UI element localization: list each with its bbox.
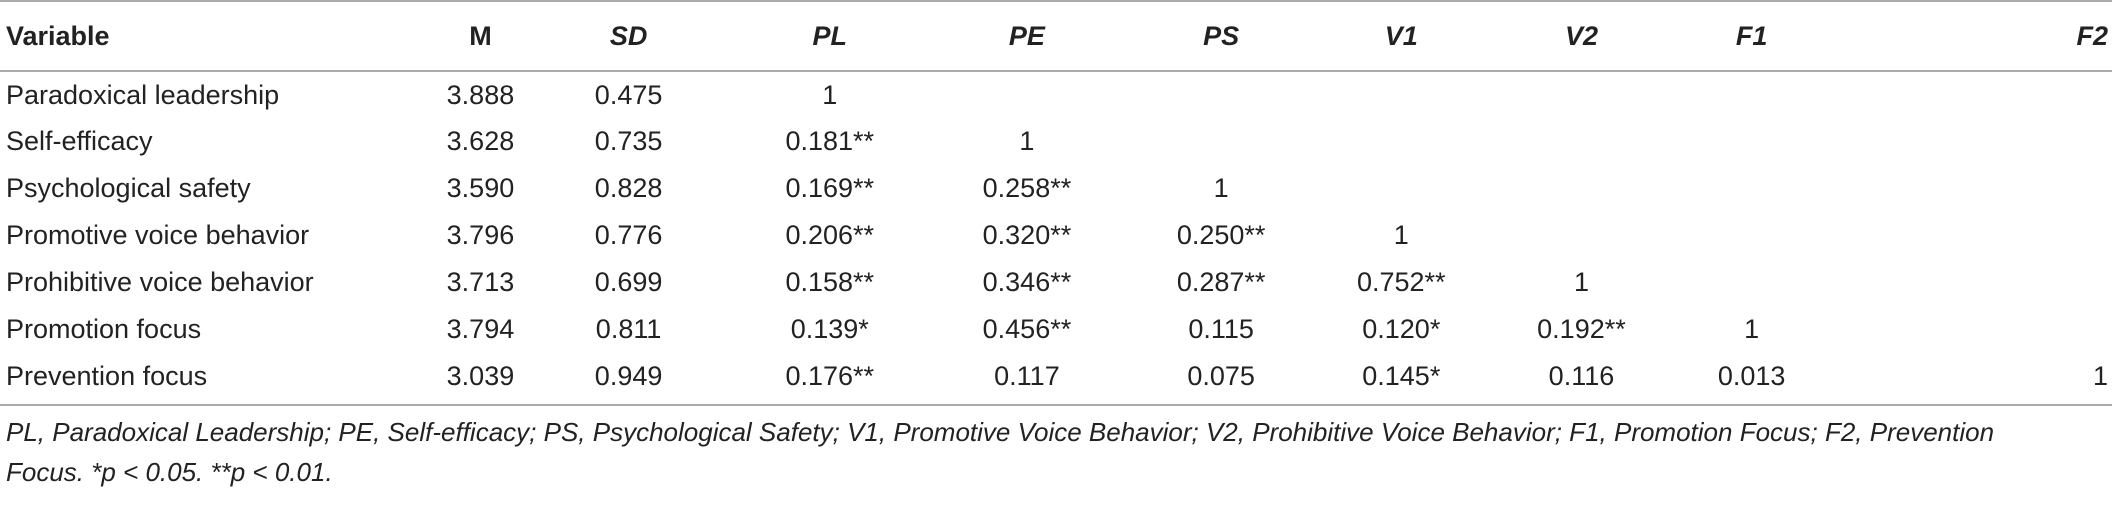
cell-v1 <box>1321 165 1481 212</box>
cell-ps: 1 <box>1213 173 1229 203</box>
cell-v2: 0.116 <box>1481 353 1682 406</box>
cell-pl: 0.169** <box>785 173 875 203</box>
cell-sd: 0.828 <box>594 173 663 203</box>
cell-v2: 1 <box>1573 267 1589 297</box>
cell-f2 <box>1822 71 2112 118</box>
cell-variable: Promotion focus <box>6 314 202 344</box>
cell-ps: 0.250** <box>1176 220 1266 250</box>
table-header-row: Variable M SD PL PE PS V1 V2 F1 F2 <box>0 0 2112 72</box>
cell-sd: 0.475 <box>594 79 663 110</box>
cell-pe: 0.320** <box>982 220 1072 250</box>
cell-pe: 0.456** <box>982 314 1072 344</box>
cell-pl: 0.139* <box>790 314 869 344</box>
cell-f2 <box>1822 259 2112 306</box>
cell-m: 3.796 <box>446 220 515 250</box>
cell-variable: Paradoxical leadership <box>6 79 280 110</box>
cell-variable: Prevention focus <box>0 353 431 406</box>
table-row: Prevention focus 3.039 0.949 0.176** 0.1… <box>0 353 2112 406</box>
cell-m: 3.713 <box>446 267 515 297</box>
cell-f1 <box>1682 165 1822 212</box>
cell-variable: Self-efficacy <box>6 126 153 156</box>
cell-f2 <box>1822 118 2112 165</box>
cell-v1: 1 <box>1393 220 1409 250</box>
cell-v2 <box>1481 212 1681 259</box>
cell-ps <box>1121 71 1321 118</box>
cell-m: 3.888 <box>446 79 515 110</box>
cell-f1: 0.013 <box>1681 353 1822 406</box>
cell-pl: 0.206** <box>785 220 875 250</box>
cell-sd: 0.811 <box>595 314 662 344</box>
cell-ps: 0.115 <box>1188 314 1254 344</box>
cell-pe: 0.258** <box>982 173 1072 203</box>
table-footnote: PL, Paradoxical Leadership; PE, Self-eff… <box>0 406 2106 492</box>
cell-v1: 0.145* <box>1321 353 1482 406</box>
header-pl: PL <box>726 0 933 72</box>
cell-pl: 0.181** <box>785 126 875 156</box>
cell-pl: 1 <box>822 79 838 110</box>
cell-pe <box>933 71 1121 118</box>
header-variable: Variable <box>0 0 431 72</box>
cell-m: 3.794 <box>446 314 515 344</box>
cell-sd: 0.699 <box>594 267 663 297</box>
cell-pl: 0.158** <box>785 267 875 297</box>
cell-sd: 0.949 <box>530 353 727 406</box>
cell-variable: Prohibitive voice behavior <box>6 267 314 297</box>
cell-f2: 1 <box>1821 353 2112 406</box>
cell-v2: 0.192** <box>1537 314 1626 344</box>
cell-f1 <box>1682 259 1822 306</box>
cell-variable: Psychological safety <box>6 173 251 203</box>
cell-sd: 0.776 <box>594 220 663 250</box>
cell-v1 <box>1321 71 1481 118</box>
cell-sd: 0.735 <box>594 126 663 156</box>
cell-f1 <box>1682 212 1822 259</box>
footnote-line-2: Focus. *p < 0.05. **p < 0.01. <box>6 457 333 487</box>
cell-variable: Promotive voice behavior <box>6 220 310 250</box>
cell-v2 <box>1481 71 1681 118</box>
cell-ps: 0.075 <box>1121 353 1322 406</box>
cell-f2 <box>1822 306 2112 353</box>
cell-f2 <box>1822 165 2112 212</box>
header-pe: PE <box>932 0 1122 72</box>
cell-pl: 0.176** <box>726 353 933 406</box>
table-row: Prohibitive voice behavior 3.713 0.699 0… <box>0 259 2112 306</box>
correlation-table-container: Variable M SD PL PE PS V1 V2 F1 F2 Parad… <box>0 0 2112 492</box>
cell-pe: 1 <box>1019 126 1035 156</box>
cell-pe: 0.346** <box>982 267 1072 297</box>
footnote-line-1: PL, Paradoxical Leadership; PE, Self-eff… <box>6 417 1995 447</box>
cell-ps: 0.287** <box>1176 267 1266 297</box>
header-sd: SD <box>530 0 727 72</box>
table-row: Promotion focus 3.794 0.811 0.139* 0.456… <box>0 306 2112 353</box>
cell-v1 <box>1321 118 1481 165</box>
cell-f1 <box>1682 71 1822 118</box>
cell-m: 3.039 <box>430 353 531 406</box>
cell-m: 3.590 <box>446 173 515 203</box>
table-row: Paradoxical leadership 3.888 0.475 1 <box>0 71 2112 118</box>
cell-pe: 0.117 <box>932 353 1122 406</box>
table-row: Self-efficacy 3.628 0.735 0.181** 1 <box>0 118 2112 165</box>
cell-v1: 0.120* <box>1362 314 1441 344</box>
cell-m: 3.628 <box>446 126 515 156</box>
cell-v2 <box>1481 165 1681 212</box>
cell-f1 <box>1682 118 1822 165</box>
table-row: Promotive voice behavior 3.796 0.776 0.2… <box>0 212 2112 259</box>
correlation-table: Variable M SD PL PE PS V1 V2 F1 F2 Parad… <box>0 0 2112 406</box>
cell-ps <box>1121 118 1321 165</box>
cell-v1: 0.752** <box>1356 267 1446 297</box>
header-v1: V1 <box>1321 0 1482 72</box>
header-m: M <box>430 0 531 72</box>
table-row: Psychological safety 3.590 0.828 0.169**… <box>0 165 2112 212</box>
header-ps: PS <box>1121 0 1322 72</box>
cell-f2 <box>1822 212 2112 259</box>
cell-v2 <box>1481 118 1681 165</box>
header-f2: F2 <box>1821 0 2112 72</box>
cell-f1: 1 <box>1744 314 1760 344</box>
header-v2: V2 <box>1481 0 1682 72</box>
header-f1: F1 <box>1681 0 1822 72</box>
